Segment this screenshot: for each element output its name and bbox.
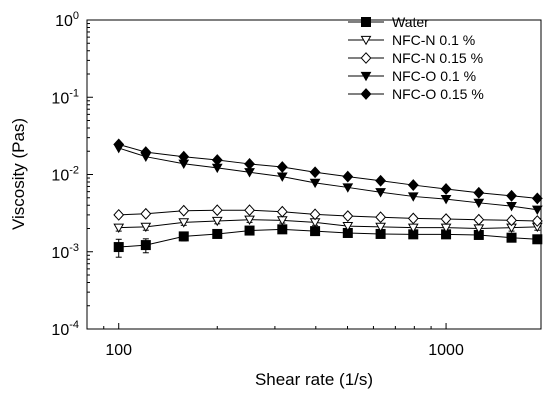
series-line xyxy=(118,209,538,222)
data-point xyxy=(473,213,485,226)
data-point xyxy=(276,172,288,182)
data-point xyxy=(342,210,354,222)
data-point xyxy=(375,174,387,187)
data-point xyxy=(178,231,189,242)
series-line xyxy=(118,219,538,229)
data-point xyxy=(407,192,419,202)
data-point xyxy=(140,222,152,233)
data-point xyxy=(407,179,419,191)
legend-marker xyxy=(361,17,371,27)
data-point xyxy=(211,204,223,217)
legend-label: Water xyxy=(392,14,429,30)
data-point xyxy=(309,166,321,179)
legend-item: NFC-N 0.1 % xyxy=(348,32,475,48)
x-tick-label: 100 xyxy=(105,342,132,359)
data-point xyxy=(342,221,354,232)
series-layer xyxy=(113,138,543,258)
data-point xyxy=(506,232,517,243)
data-point xyxy=(211,154,223,166)
data-point xyxy=(532,234,543,245)
data-point xyxy=(309,178,321,189)
series-0 xyxy=(113,224,543,258)
data-point xyxy=(113,242,124,253)
legend: Water NFC-N 0.1 % NFC-N 0.15 % NFC-O 0.1 % N… xyxy=(348,14,484,102)
data-point xyxy=(440,195,452,205)
data-point xyxy=(212,228,223,239)
y-tick-label: 10-3 xyxy=(51,242,79,262)
legend-marker xyxy=(360,71,372,82)
data-point xyxy=(140,207,152,220)
data-point xyxy=(140,146,152,159)
series-4 xyxy=(113,138,543,205)
data-point xyxy=(309,208,321,221)
data-point xyxy=(178,204,190,217)
series-line xyxy=(118,228,538,248)
data-point xyxy=(276,161,288,173)
data-point xyxy=(375,222,386,233)
data-point xyxy=(531,192,543,205)
data-point xyxy=(440,183,452,195)
x-axis-label: Shear rate (1/s) xyxy=(255,370,373,389)
series-2 xyxy=(113,204,543,227)
data-point xyxy=(140,240,151,251)
data-point xyxy=(276,205,288,218)
y-tick-label: 10-4 xyxy=(51,319,79,339)
legend-item: NFC-O 0.15 % xyxy=(348,86,484,102)
axis-ticks: 100 10-1 10-2 10-3 10-4 100 1000 xyxy=(51,10,464,359)
data-point xyxy=(473,198,485,209)
data-point xyxy=(244,225,255,236)
y-tick-label: 100 xyxy=(55,10,79,30)
data-point xyxy=(473,186,485,199)
data-point xyxy=(244,204,255,217)
data-point xyxy=(506,189,517,202)
series-1 xyxy=(113,215,543,234)
data-point xyxy=(531,215,543,227)
legend-marker xyxy=(360,35,372,46)
data-point xyxy=(113,223,125,233)
legend-label: NFC-N 0.15 % xyxy=(392,50,483,66)
data-point xyxy=(211,216,223,227)
legend-item: NFC-O 0.1 % xyxy=(348,68,476,84)
data-point xyxy=(342,170,354,183)
y-tick-label: 10-2 xyxy=(51,165,79,185)
data-point xyxy=(113,208,125,221)
data-point xyxy=(342,183,354,193)
data-point xyxy=(531,205,543,216)
y-axis-label: Viscosity (Pas) xyxy=(9,118,28,230)
data-point xyxy=(506,201,517,212)
legend-item: NFC-N 0.15 % xyxy=(348,50,483,66)
data-point xyxy=(506,214,517,227)
legend-item: Water xyxy=(348,14,429,30)
data-point xyxy=(375,188,386,198)
data-point xyxy=(310,226,321,237)
data-point xyxy=(440,213,452,225)
data-point xyxy=(407,212,419,225)
data-point xyxy=(178,218,190,228)
data-point xyxy=(178,150,190,163)
legend-marker xyxy=(360,88,372,100)
legend-label: NFC-O 0.15 % xyxy=(392,86,484,102)
series-line xyxy=(118,143,538,199)
series-3 xyxy=(113,143,543,216)
y-tick-label: 10-1 xyxy=(51,87,79,107)
legend-label: NFC-N 0.1 % xyxy=(392,32,475,48)
series-line xyxy=(118,147,538,211)
data-point xyxy=(244,158,255,170)
data-point xyxy=(375,211,387,224)
x-tick-label: 1000 xyxy=(428,342,464,359)
legend-label: NFC-O 0.1 % xyxy=(392,68,476,84)
legend-marker xyxy=(360,52,372,64)
data-point xyxy=(113,138,125,151)
data-point xyxy=(277,224,288,235)
